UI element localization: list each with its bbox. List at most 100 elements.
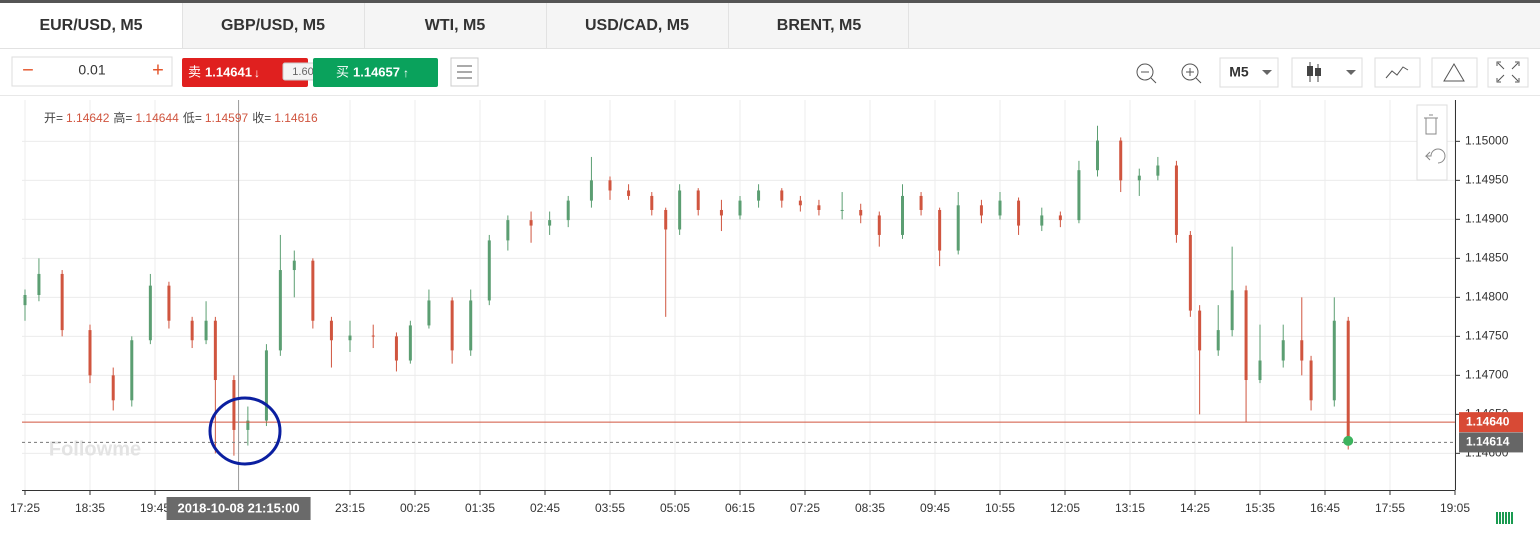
sell-label: 卖 <box>188 64 201 79</box>
candle-body <box>979 205 983 216</box>
candle-body <box>1244 290 1248 381</box>
ohlc-value: 1.14644 <box>135 111 179 125</box>
candle-icon-body <box>1315 68 1321 76</box>
candle-body <box>1332 320 1336 401</box>
candle-body <box>264 350 268 421</box>
x-tick-label: 09:45 <box>920 501 950 515</box>
candle-body <box>738 200 742 216</box>
candle-body <box>111 375 115 401</box>
lot-box <box>11 56 173 87</box>
tab-label[interactable]: USD/CAD, M5 <box>585 17 689 34</box>
candle-body <box>60 273 64 331</box>
minus-button[interactable]: − <box>22 59 34 81</box>
candle-body <box>88 330 92 376</box>
drawing-button[interactable] <box>1431 57 1478 88</box>
candle-body <box>696 190 700 210</box>
spread: 1.60 <box>292 66 313 78</box>
candle-body <box>130 340 134 401</box>
x-tick-label: 16:45 <box>1310 501 1340 515</box>
candle-body <box>1017 200 1021 226</box>
candle-body <box>469 300 473 351</box>
candle-body <box>798 200 802 206</box>
candle-body <box>1281 340 1285 361</box>
dropdown-arrow <box>1346 70 1356 75</box>
candle-body <box>23 295 27 306</box>
candle-body <box>278 270 282 351</box>
plus-button[interactable]: + <box>152 59 164 81</box>
candle-body <box>627 190 631 196</box>
tab-label[interactable]: GBP/USD, M5 <box>221 17 325 34</box>
ohlc-value: 1.14616 <box>274 111 318 125</box>
x-tick-label: 17:25 <box>10 501 40 515</box>
status-icon <box>1496 512 1513 524</box>
x-tick-label: 03:55 <box>595 501 625 515</box>
tab-label[interactable]: WTI, M5 <box>425 17 486 34</box>
candle-body <box>650 195 654 210</box>
candle-body <box>901 195 904 235</box>
candle-body <box>394 336 398 361</box>
ohlc-label: 低= <box>183 111 202 125</box>
indicator-icon <box>1385 66 1409 79</box>
x-tick-label: 07:25 <box>790 501 820 515</box>
x-tick-label: 13:15 <box>1115 501 1145 515</box>
candle-body <box>1346 320 1350 441</box>
candle-body <box>1188 234 1192 311</box>
candle-body <box>664 209 668 230</box>
candle-body <box>329 320 333 341</box>
y-tick-label: 1.14700 <box>1465 368 1509 382</box>
tab-label[interactable]: BRENT, M5 <box>777 17 862 34</box>
candle-body <box>719 209 723 216</box>
ohlc-label: 高= <box>113 110 132 125</box>
undo-icon[interactable] <box>1424 148 1446 164</box>
x-tick-label: 12:05 <box>1050 501 1080 515</box>
candle-body <box>232 380 236 430</box>
close-price-tag <box>1459 432 1523 453</box>
fullscreen-button[interactable] <box>1487 57 1529 88</box>
crosshair-label: 2018-10-08 21:15:00 <box>177 500 299 515</box>
candle-body <box>37 273 41 295</box>
candle-body <box>566 200 570 221</box>
ohlc-value: 1.14597 <box>205 111 249 125</box>
x-tick-label: 19:45 <box>140 501 170 515</box>
x-tick-label: 23:15 <box>335 501 365 515</box>
x-tick-label: 18:35 <box>75 501 105 515</box>
tab-label[interactable]: EUR/USD, M5 <box>39 17 142 34</box>
candle-body <box>859 209 863 216</box>
trash-icon[interactable] <box>1424 114 1438 135</box>
candle-body <box>998 200 1002 216</box>
y-tick-label: 1.14750 <box>1465 329 1509 343</box>
sell-button[interactable] <box>182 58 308 87</box>
y-tick-label: 1.15000 <box>1465 134 1509 148</box>
crosshair-tag <box>166 497 311 520</box>
active-tab[interactable] <box>0 3 182 49</box>
candle-body <box>246 420 250 430</box>
x-tick-label: 15:35 <box>1245 501 1275 515</box>
candle-body <box>1198 310 1202 351</box>
x-tick-label: 14:25 <box>1180 501 1210 515</box>
candle-body <box>1119 140 1123 181</box>
watermark: Followme <box>49 438 141 460</box>
candle-body <box>529 220 533 226</box>
candle-body <box>1156 165 1160 176</box>
x-tick-label: 17:55 <box>1375 501 1405 515</box>
candle-body <box>956 205 960 251</box>
candle-body <box>877 215 881 235</box>
buy-button[interactable] <box>313 58 438 87</box>
plot-area <box>22 100 1455 490</box>
candle-body <box>780 190 784 201</box>
indicator-button[interactable] <box>1374 57 1421 88</box>
x-tick-label: 08:35 <box>855 501 885 515</box>
zoom-icons[interactable] <box>1136 63 1202 84</box>
y-tick-label: 1.14800 <box>1465 290 1509 304</box>
candle-body <box>1216 330 1220 351</box>
candle-body <box>450 300 454 351</box>
side-tools <box>1416 104 1448 181</box>
candle-body <box>190 320 194 341</box>
buy-price: 1.14657 <box>353 64 400 79</box>
ohlc-label: 收= <box>252 111 271 125</box>
y-tick-label: 1.14950 <box>1465 173 1509 187</box>
x-tick-label: 00:25 <box>400 501 430 515</box>
candle-body <box>1058 215 1062 221</box>
candle-body <box>1077 170 1081 221</box>
candle-body <box>1096 140 1099 171</box>
